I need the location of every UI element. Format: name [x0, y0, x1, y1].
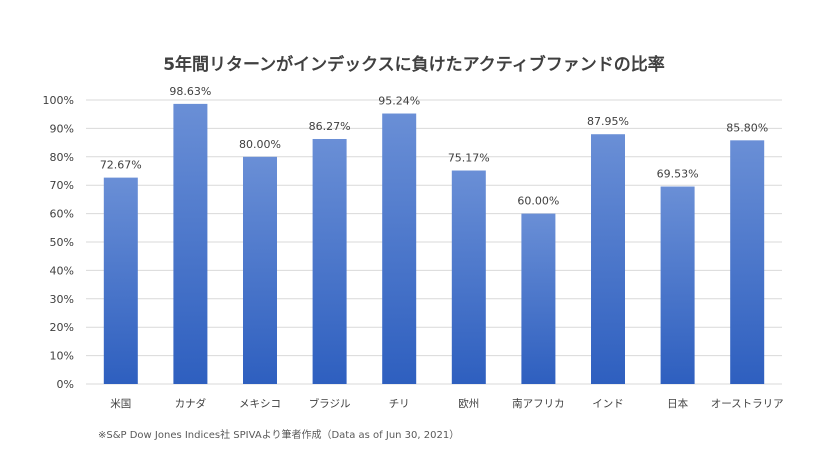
x-axis-categories: 米国 カナダ メキシコ ブラジル チリ 欧州 南アフリカ インド 日本 オーストラリア — [110, 397, 783, 410]
y-tick-label: 10% — [50, 350, 74, 363]
category-label: 南アフリカ — [512, 397, 565, 410]
category-label: ブラジル — [309, 397, 351, 410]
y-tick-label: 50% — [50, 236, 74, 249]
data-labels: 72.67% 98.63% 80.00% 86.27% 95.24% 75.17% 60.0… — [100, 85, 768, 208]
y-tick-label: 70% — [50, 179, 74, 192]
y-tick-label: 20% — [50, 321, 74, 334]
data-label: 95.24% — [378, 95, 420, 108]
bar — [451, 170, 486, 384]
data-label: 85.80% — [726, 121, 768, 134]
chart-title: 5年間リターンがインデックスに負けたアクティブファンドの比率 — [163, 55, 665, 75]
y-axis-ticks: 0% 10% 20% 30% 40% 50% 60% 70% 80% 90% 100% — [43, 94, 74, 391]
data-label: 86.27% — [309, 120, 351, 133]
category-label: チリ — [389, 398, 410, 410]
category-label: 欧州 — [458, 398, 479, 410]
y-tick-label: 100% — [43, 94, 74, 107]
category-label: インド — [592, 398, 624, 410]
category-label: オーストラリア — [711, 398, 784, 410]
source-note: ※S&P Dow Jones Indices社 SPIVAより筆者作成（Data… — [98, 430, 460, 441]
y-tick-label: 80% — [50, 151, 74, 164]
category-label: 米国 — [110, 397, 131, 410]
data-label: 80.00% — [239, 138, 281, 151]
category-label: メキシコ — [239, 398, 281, 410]
y-tick-label: 30% — [50, 293, 74, 306]
y-tick-label: 40% — [50, 264, 74, 277]
bar — [660, 186, 695, 384]
data-label: 60.00% — [517, 195, 559, 208]
y-tick-label: 0% — [57, 378, 74, 391]
data-label: 98.63% — [169, 85, 211, 98]
bar — [730, 140, 765, 384]
bar — [243, 156, 277, 384]
data-label: 69.53% — [657, 168, 699, 181]
y-tick-label: 90% — [50, 122, 74, 135]
bars — [103, 103, 765, 384]
data-label: 87.95% — [587, 115, 629, 128]
data-label: 75.17% — [448, 152, 490, 165]
bar — [521, 213, 556, 384]
bar — [103, 177, 138, 384]
category-label: 日本 — [667, 397, 688, 410]
bar — [382, 113, 417, 384]
bar — [591, 134, 625, 384]
bar — [312, 138, 347, 384]
data-label: 72.67% — [100, 159, 142, 172]
y-tick-label: 60% — [50, 208, 74, 221]
category-label: カナダ — [175, 397, 207, 410]
bar — [173, 103, 208, 384]
